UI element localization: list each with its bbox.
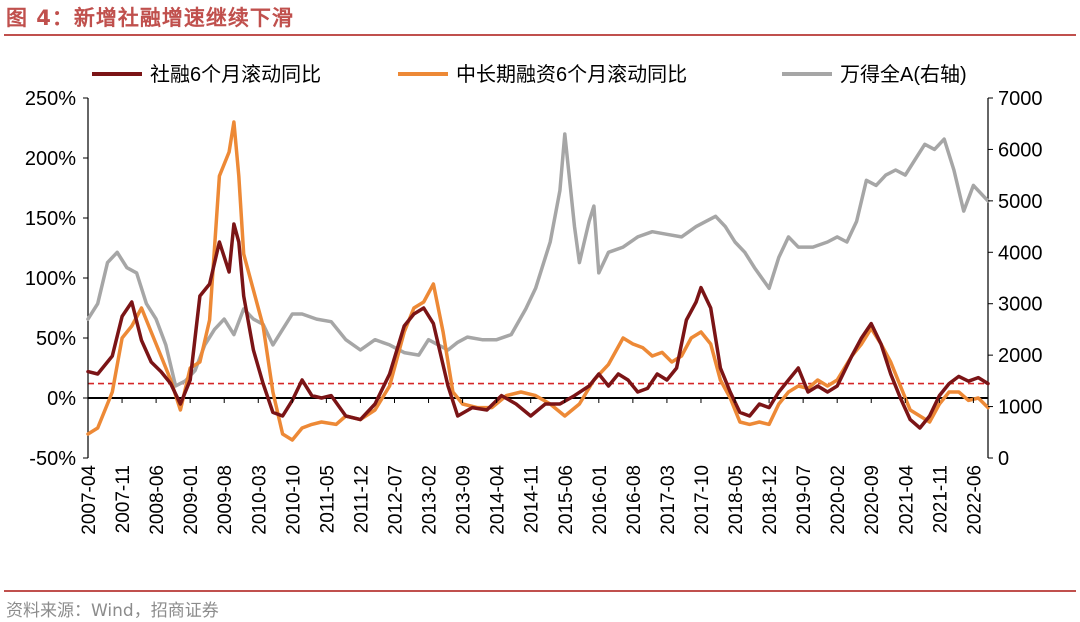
y-left-tick-label: 0% bbox=[47, 388, 76, 410]
y-left-tick-label: 100% bbox=[25, 268, 76, 290]
x-tick-label: 2019-07 bbox=[794, 465, 815, 535]
legend-label-3: 万得全A(右轴) bbox=[840, 63, 967, 86]
y-right-tick-label: 1000 bbox=[998, 397, 1043, 419]
x-tick-label: 2013-09 bbox=[454, 465, 475, 535]
y-left-tick-label: 250% bbox=[25, 88, 76, 110]
series-line-1 bbox=[86, 222, 990, 430]
x-tick-label: 2010-10 bbox=[283, 465, 304, 535]
x-tick-label: 2017-10 bbox=[692, 465, 713, 535]
x-tick-label: 2017-03 bbox=[658, 465, 679, 535]
x-tick-label: 2018-12 bbox=[760, 465, 781, 535]
x-tick-label: 2014-11 bbox=[522, 465, 543, 533]
x-tick-label: 2007-11 bbox=[113, 465, 134, 533]
y-left-tick-label: 50% bbox=[36, 328, 76, 350]
x-tick-label: 2008-06 bbox=[147, 465, 168, 535]
y-right-tick-label: 7000 bbox=[998, 88, 1043, 110]
y-right-tick-label: 4000 bbox=[998, 242, 1043, 264]
y-right-tick-label: 0 bbox=[998, 448, 1009, 470]
y-right-tick-label: 6000 bbox=[998, 139, 1043, 161]
figure-title: 图 4：新增社融增速继续下滑 bbox=[6, 6, 294, 30]
x-tick-label: 2020-09 bbox=[862, 465, 883, 535]
y-left-tick-label: -50% bbox=[29, 448, 76, 470]
y-right-tick-label: 3000 bbox=[998, 294, 1043, 316]
source-rule bbox=[4, 590, 1076, 592]
x-tick-label: 2007-04 bbox=[79, 465, 100, 535]
x-tick-label: 2016-01 bbox=[590, 465, 611, 535]
x-tick-label: 2012-07 bbox=[385, 465, 406, 535]
x-tick-label: 2018-05 bbox=[726, 465, 747, 535]
y-left-tick-label: 150% bbox=[25, 208, 76, 230]
x-tick-label: 2021-11 bbox=[930, 465, 951, 533]
x-tick-label: 2022-06 bbox=[964, 465, 985, 535]
series-line-3 bbox=[86, 132, 990, 388]
title-rule bbox=[4, 34, 1076, 36]
x-tick-label: 2021-04 bbox=[896, 465, 917, 535]
legend-label-1: 社融6个月滚动同比 bbox=[150, 63, 321, 86]
x-tick-label: 2015-06 bbox=[556, 465, 577, 535]
legend-label-2: 中长期融资6个月滚动同比 bbox=[456, 63, 687, 86]
y-right-tick-label: 5000 bbox=[998, 191, 1043, 213]
x-tick-label: 2020-02 bbox=[828, 465, 849, 535]
x-tick-label: 2009-01 bbox=[181, 465, 202, 535]
x-tick-label: 2010-03 bbox=[249, 465, 270, 535]
x-tick-label: 2011-05 bbox=[317, 465, 338, 533]
y-right-tick-label: 2000 bbox=[998, 345, 1043, 367]
x-tick-label: 2013-02 bbox=[420, 465, 441, 535]
x-tick-label: 2011-12 bbox=[351, 465, 372, 533]
x-tick-label: 2009-08 bbox=[215, 465, 236, 535]
y-left-tick-label: 200% bbox=[25, 148, 76, 170]
source-note: 资料来源：Wind，招商证券 bbox=[6, 601, 219, 621]
x-tick-label: 2016-08 bbox=[624, 465, 645, 535]
x-tick-label: 2014-04 bbox=[488, 465, 509, 535]
